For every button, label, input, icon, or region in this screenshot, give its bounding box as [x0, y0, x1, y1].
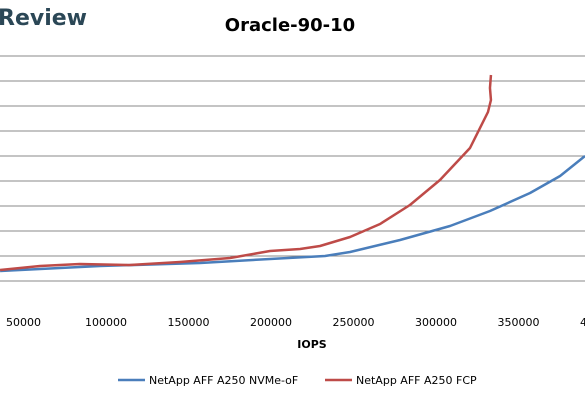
x-tick-label: 300000: [415, 316, 457, 329]
x-tick-label: 250000: [333, 316, 375, 329]
series-line: [0, 74, 493, 272]
x-tick-label: 150000: [168, 316, 210, 329]
x-tick-label: 200000: [250, 316, 292, 329]
legend-label: NetApp AFF A250 FCP: [356, 374, 477, 387]
legend-label: NetApp AFF A250 NVMe-oF: [149, 374, 298, 387]
x-tick-label: 50000: [6, 316, 41, 329]
x-tick-label: 350000: [498, 316, 540, 329]
x-axis-label: IOPS: [297, 338, 327, 351]
series-line: [0, 155, 585, 273]
logo-text: Review: [0, 6, 87, 31]
x-tick-label: 400000: [580, 316, 585, 329]
chart-title: Oracle-90-10: [225, 15, 355, 36]
x-tick-label: 100000: [85, 316, 127, 329]
